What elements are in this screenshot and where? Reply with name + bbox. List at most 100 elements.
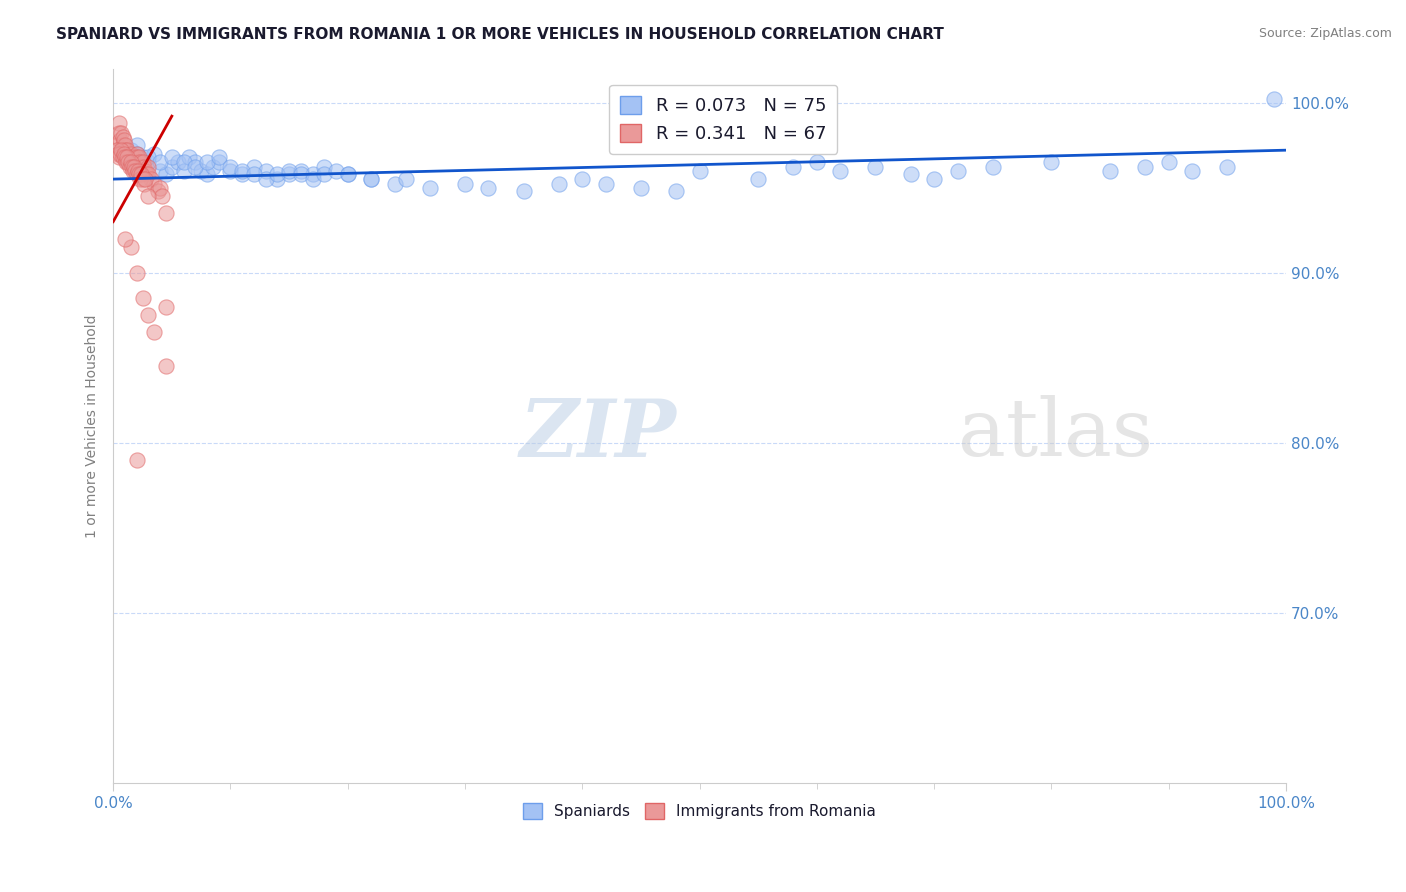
- Point: [138, 160, 160, 174]
- Point: [124, 160, 146, 174]
- Point: [747, 172, 769, 186]
- Point: [981, 160, 1004, 174]
- Point: [454, 178, 477, 192]
- Point: [117, 143, 139, 157]
- Point: [125, 146, 148, 161]
- Point: [195, 155, 218, 169]
- Point: [173, 163, 195, 178]
- Point: [160, 150, 183, 164]
- Text: Source: ZipAtlas.com: Source: ZipAtlas.com: [1258, 27, 1392, 40]
- Point: [689, 163, 711, 178]
- Point: [105, 143, 128, 157]
- Point: [155, 206, 177, 220]
- Point: [118, 155, 141, 169]
- Point: [630, 180, 652, 194]
- Point: [231, 163, 253, 178]
- Point: [117, 155, 139, 169]
- Point: [125, 146, 148, 161]
- Point: [132, 160, 155, 174]
- Point: [173, 155, 195, 169]
- Point: [131, 150, 153, 164]
- Text: atlas: atlas: [957, 395, 1153, 474]
- Point: [301, 167, 323, 181]
- Point: [865, 160, 887, 174]
- Point: [314, 167, 336, 181]
- Point: [127, 163, 149, 178]
- Point: [105, 138, 128, 153]
- Point: [128, 150, 150, 164]
- Point: [1157, 155, 1180, 169]
- Point: [290, 167, 312, 181]
- Point: [125, 167, 148, 181]
- Point: [1216, 160, 1239, 174]
- Y-axis label: 1 or more Vehicles in Household: 1 or more Vehicles in Household: [86, 314, 100, 538]
- Point: [117, 155, 139, 169]
- Point: [290, 163, 312, 178]
- Point: [120, 240, 142, 254]
- Point: [208, 155, 231, 169]
- Point: [125, 150, 148, 164]
- Point: [131, 291, 153, 305]
- Point: [114, 143, 136, 157]
- Point: [138, 155, 160, 169]
- Point: [219, 163, 242, 178]
- Point: [134, 172, 156, 186]
- Point: [665, 184, 688, 198]
- Point: [108, 126, 131, 140]
- Point: [121, 160, 143, 174]
- Point: [360, 172, 382, 186]
- Point: [110, 126, 132, 140]
- Point: [1263, 92, 1285, 106]
- Point: [108, 116, 131, 130]
- Point: [243, 167, 266, 181]
- Point: [115, 155, 138, 169]
- Point: [477, 180, 499, 194]
- Point: [512, 184, 534, 198]
- Point: [120, 155, 142, 169]
- Point: [107, 146, 129, 161]
- Point: [1135, 160, 1157, 174]
- Point: [122, 163, 145, 178]
- Point: [155, 300, 177, 314]
- Point: [782, 160, 804, 174]
- Point: [124, 150, 146, 164]
- Point: [131, 167, 153, 181]
- Point: [190, 163, 212, 178]
- Point: [120, 146, 142, 161]
- Point: [1099, 163, 1122, 178]
- Point: [547, 178, 569, 192]
- Point: [115, 150, 138, 164]
- Point: [143, 146, 166, 161]
- Point: [134, 163, 156, 178]
- Point: [112, 146, 135, 161]
- Point: [122, 155, 145, 169]
- Point: [254, 172, 277, 186]
- Point: [1181, 163, 1204, 178]
- Point: [118, 160, 141, 174]
- Point: [195, 167, 218, 181]
- Point: [131, 155, 153, 169]
- Point: [166, 155, 188, 169]
- Point: [111, 138, 134, 153]
- Point: [149, 163, 172, 178]
- Point: [208, 150, 231, 164]
- Point: [120, 143, 142, 157]
- Point: [395, 172, 418, 186]
- Point: [121, 150, 143, 164]
- Point: [336, 167, 359, 181]
- Point: [114, 232, 136, 246]
- Point: [124, 155, 146, 169]
- Point: [1040, 155, 1063, 169]
- Point: [120, 155, 142, 169]
- Legend: Spaniards, Immigrants from Romania: Spaniards, Immigrants from Romania: [517, 797, 882, 825]
- Text: SPANIARD VS IMMIGRANTS FROM ROMANIA 1 OR MORE VEHICLES IN HOUSEHOLD CORRELATION : SPANIARD VS IMMIGRANTS FROM ROMANIA 1 OR…: [56, 27, 943, 42]
- Point: [231, 167, 253, 181]
- Point: [946, 163, 969, 178]
- Point: [127, 155, 149, 169]
- Point: [152, 189, 174, 203]
- Point: [143, 325, 166, 339]
- Point: [595, 178, 617, 192]
- Point: [111, 129, 134, 144]
- Point: [278, 167, 301, 181]
- Point: [138, 150, 160, 164]
